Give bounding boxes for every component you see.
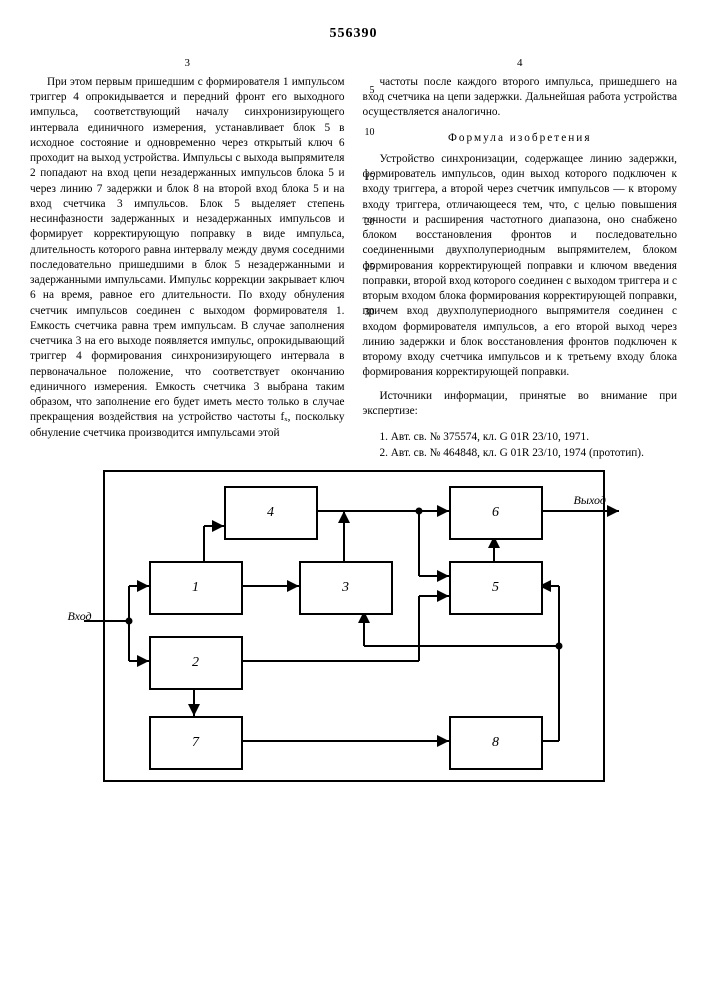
output-label: Выход — [574, 493, 606, 508]
block-7: 7 — [149, 716, 243, 770]
right-paragraph-2: Устройство синхронизации, содержащее лин… — [363, 152, 678, 381]
line-mark-5: 5 — [361, 84, 375, 98]
right-column: 4 5 10 15 20 25 30 частоты после каждого… — [363, 56, 678, 461]
block-1: 1 — [149, 561, 243, 615]
line-mark-30: 30 — [361, 306, 375, 320]
input-label: Вход — [68, 609, 92, 624]
right-col-number: 4 — [363, 56, 678, 71]
reference-1: 1. Авт. св. № 375574, кл. G 01R 23/10, 1… — [363, 430, 678, 445]
patent-number: 556390 — [30, 26, 677, 42]
block-5: 5 — [449, 561, 543, 615]
text-columns: 3 При этом первым пришедшим с формироват… — [30, 56, 677, 461]
block-4: 4 — [224, 486, 318, 540]
line-mark-25: 25 — [361, 261, 375, 275]
block-8: 8 — [449, 716, 543, 770]
line-mark-20: 20 — [361, 216, 375, 230]
line-mark-15: 15 — [361, 171, 375, 185]
block-6: 6 — [449, 486, 543, 540]
left-paragraph: При этом первым пришедшим с формировател… — [30, 75, 345, 441]
block-3: 3 — [299, 561, 393, 615]
references-heading: Источники информации, принятые во вниман… — [363, 389, 678, 420]
right-paragraph-1: частоты после каждого второго импульса, … — [363, 75, 678, 121]
formula-title: Формула изобретения — [363, 131, 678, 146]
left-column: 3 При этом первым пришедшим с формироват… — [30, 56, 345, 461]
block-2: 2 — [149, 636, 243, 690]
page: 556390 3 При этом первым пришедшим с фор… — [0, 0, 707, 801]
line-mark-10: 10 — [361, 126, 375, 140]
reference-2: 2. Авт. св. № 464848, кл. G 01R 23/10, 1… — [363, 446, 678, 461]
block-diagram: Вход Выход 1 2 3 4 5 6 7 8 — [74, 481, 634, 781]
left-col-number: 3 — [30, 56, 345, 71]
